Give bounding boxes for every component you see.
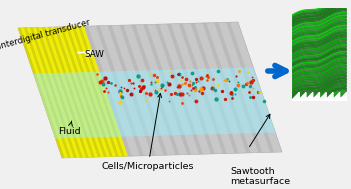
Polygon shape [90, 26, 138, 156]
Polygon shape [51, 27, 98, 157]
Polygon shape [125, 25, 173, 155]
Polygon shape [102, 26, 150, 156]
Polygon shape [226, 22, 274, 152]
Polygon shape [18, 22, 282, 158]
Polygon shape [155, 24, 203, 154]
Polygon shape [30, 28, 77, 158]
Polygon shape [63, 27, 110, 157]
Polygon shape [69, 26, 115, 157]
Polygon shape [161, 24, 209, 154]
Polygon shape [185, 23, 233, 153]
Polygon shape [48, 27, 95, 157]
Polygon shape [143, 25, 191, 155]
Polygon shape [72, 26, 119, 156]
Polygon shape [137, 25, 185, 155]
Polygon shape [120, 25, 167, 155]
Text: Cells/Microparticles: Cells/Microparticles [102, 94, 194, 171]
Polygon shape [173, 24, 221, 154]
Polygon shape [66, 27, 113, 157]
Polygon shape [108, 26, 155, 156]
Polygon shape [167, 24, 215, 154]
Polygon shape [57, 27, 104, 157]
Polygon shape [24, 28, 71, 158]
Polygon shape [33, 67, 276, 139]
Polygon shape [131, 25, 179, 155]
Polygon shape [191, 23, 239, 153]
Polygon shape [60, 27, 107, 157]
Polygon shape [54, 27, 101, 157]
Text: Sawtooth
metasurface: Sawtooth metasurface [230, 167, 290, 186]
Text: Interdigital transducer: Interdigital transducer [0, 18, 91, 51]
Polygon shape [197, 23, 245, 153]
Polygon shape [179, 23, 227, 154]
Polygon shape [42, 27, 89, 157]
Polygon shape [21, 28, 68, 158]
Polygon shape [149, 24, 197, 154]
Polygon shape [214, 22, 262, 153]
Polygon shape [84, 26, 132, 156]
Polygon shape [114, 25, 161, 155]
Polygon shape [96, 26, 144, 156]
Polygon shape [18, 28, 65, 158]
Polygon shape [27, 28, 74, 158]
Polygon shape [78, 26, 125, 156]
Polygon shape [203, 23, 250, 153]
Polygon shape [208, 23, 256, 153]
Polygon shape [75, 26, 122, 156]
Polygon shape [18, 26, 128, 158]
Polygon shape [45, 27, 92, 157]
Polygon shape [36, 27, 82, 157]
Polygon shape [220, 22, 268, 153]
Text: Fluid: Fluid [58, 121, 81, 136]
Polygon shape [81, 26, 128, 156]
Polygon shape [232, 22, 280, 152]
Text: SAW: SAW [85, 50, 104, 59]
Polygon shape [39, 27, 86, 157]
Polygon shape [33, 28, 80, 158]
